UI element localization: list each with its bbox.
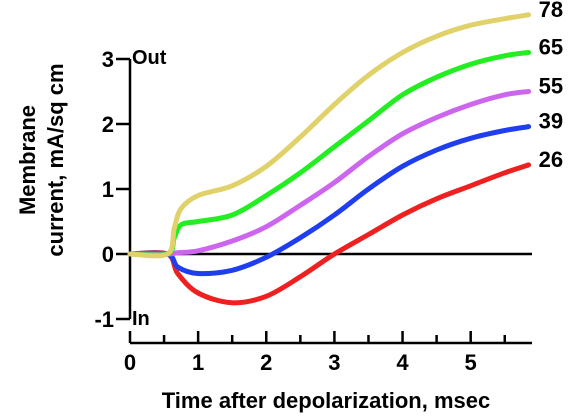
series-label-55: 55: [539, 74, 563, 99]
axes: -1 0 1 2 3 0 1 2 3 4 5: [94, 47, 532, 375]
series-line-78: [127, 12, 532, 259]
series-line-55: [127, 89, 532, 257]
y-axis-title-line1: Membrane: [15, 105, 40, 215]
x-tick-label: 3: [328, 350, 340, 375]
y-tick-label: 3: [102, 47, 114, 72]
series-label-65: 65: [539, 35, 563, 60]
y-axis-title-line2: current, mA/sq cm: [43, 63, 68, 256]
y-tick-label: -1: [94, 307, 114, 332]
x-tick-label: 5: [465, 350, 477, 375]
y-tick-label: 1: [102, 177, 114, 202]
series-line-39: [127, 124, 532, 277]
series-lines: [127, 12, 532, 306]
x-axis-title: Time after depolarization, msec: [162, 388, 490, 413]
series-label-39: 39: [539, 109, 563, 134]
x-tick-label: 2: [260, 350, 272, 375]
x-tick-label: 4: [396, 350, 409, 375]
y-tick-label: 2: [102, 112, 114, 137]
x-tick-label: 0: [124, 350, 136, 375]
x-tick-label: 1: [192, 350, 204, 375]
series-line-26: [127, 162, 532, 306]
y-tick-label: 0: [102, 242, 114, 267]
series-label-78: 78: [539, 0, 563, 22]
out-annotation: Out: [132, 47, 167, 69]
series-label-26: 26: [539, 147, 563, 172]
series-line-65: [127, 50, 532, 258]
in-annotation: In: [132, 308, 150, 330]
series-labels: 78 65 55 39 26: [539, 0, 563, 172]
